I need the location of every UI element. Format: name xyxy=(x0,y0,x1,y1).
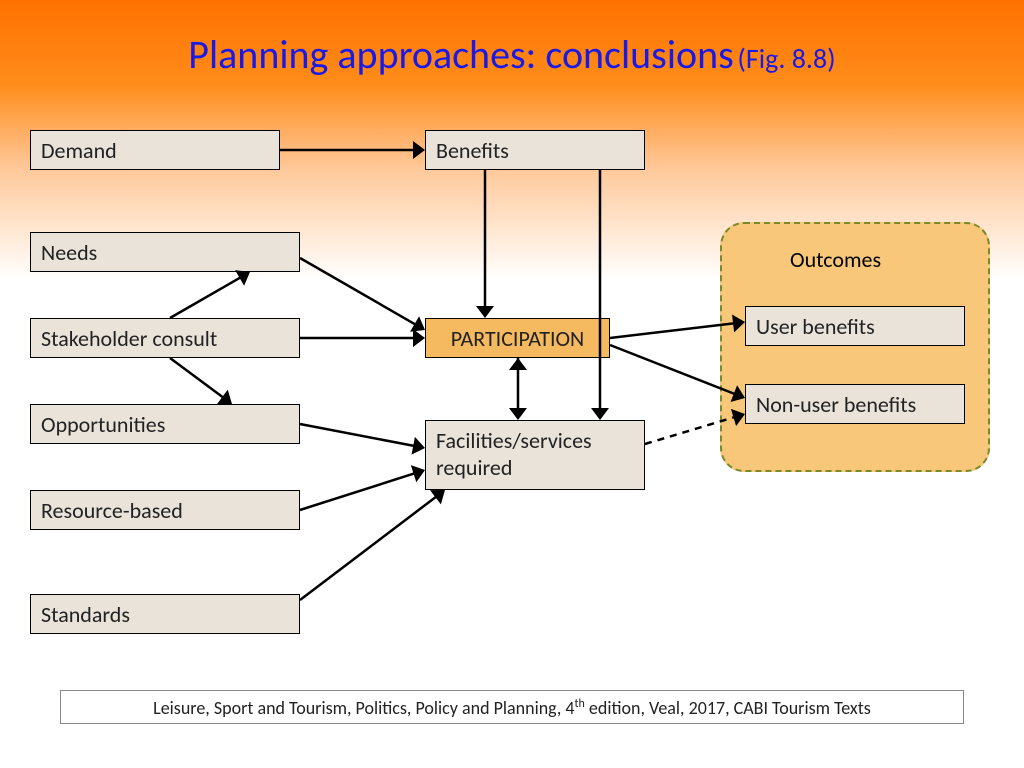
footer-sup: th xyxy=(575,697,585,711)
node-facilities: Facilities/services required xyxy=(425,420,645,490)
footer-post: edition, Veal, 2017, CABI Tourism Texts xyxy=(585,697,871,719)
node-standards: Standards xyxy=(30,594,300,634)
footer-citation: Leisure, Sport and Tourism, Politics, Po… xyxy=(60,690,964,724)
footer-pre: Leisure, Sport and Tourism, Politics, Po… xyxy=(153,697,574,719)
slide-title: Planning approaches: conclusions (Fig. 8… xyxy=(0,30,1024,79)
node-stakeholder: Stakeholder consult xyxy=(30,318,300,358)
node-resource: Resource-based xyxy=(30,490,300,530)
node-needs: Needs xyxy=(30,232,300,272)
title-sub: (Fig. 8.8) xyxy=(737,41,835,76)
node-nonuser-benefits: Non-user benefits xyxy=(745,384,965,424)
node-user-benefits: User benefits xyxy=(745,306,965,346)
node-benefits: Benefits xyxy=(425,130,645,170)
node-demand: Demand xyxy=(30,130,280,170)
title-main: Planning approaches: conclusions xyxy=(188,30,733,79)
node-opportunities: Opportunities xyxy=(30,404,300,444)
node-participation: PARTICIPATION xyxy=(425,318,610,358)
outcomes-title: Outcomes xyxy=(790,246,881,273)
